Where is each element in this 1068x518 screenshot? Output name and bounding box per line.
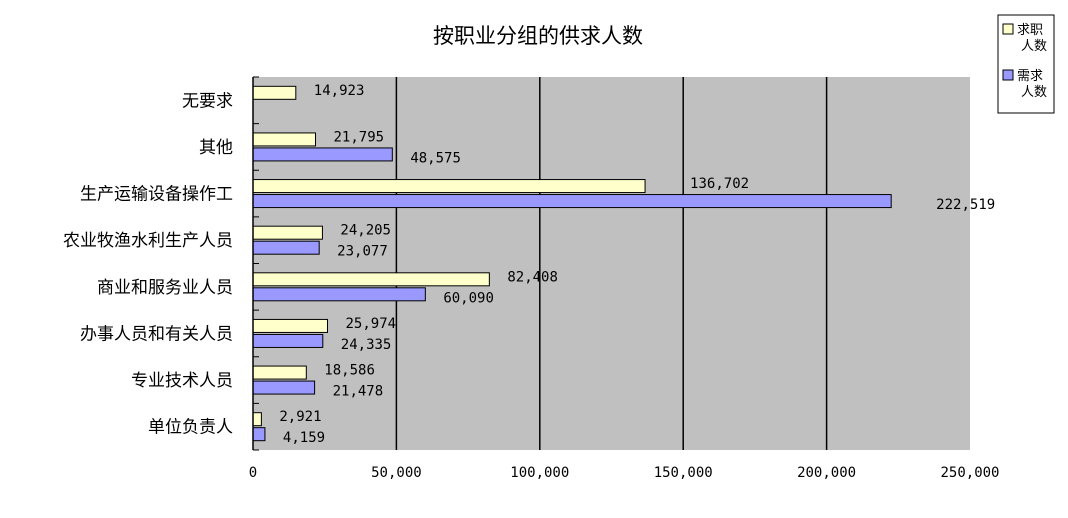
- category-label: 无要求: [182, 91, 233, 111]
- axes: 0 50,000 100,000 150,000 200,000 250,000 无要求其他…: [63, 76, 1000, 481]
- data-label: 14,923: [314, 83, 365, 99]
- data-labels: 14,923 21,795 136,702 24,205 82,408 25,974 18,…: [279, 83, 995, 446]
- category-label: 农业牧渔水利生产人员: [63, 231, 233, 251]
- legend-swatch: [1002, 69, 1014, 81]
- bar-demand: [252, 380, 316, 395]
- legend-label: 人数: [1021, 85, 1047, 100]
- legend-label: 求职: [1017, 23, 1043, 38]
- x-tick-label: 100,000: [510, 465, 569, 481]
- bar-job-seekers: [252, 365, 307, 380]
- data-label: 82,408: [507, 269, 558, 285]
- category-label: 其他: [199, 138, 233, 158]
- x-tick-label: 0: [249, 465, 257, 481]
- gridlines: [395, 77, 828, 450]
- data-label: 18,586: [324, 363, 375, 379]
- bar-demand: [252, 194, 892, 209]
- category-label: 单位负责人: [148, 418, 233, 438]
- bar-demand: [252, 240, 320, 255]
- data-label: 222,519: [936, 197, 995, 213]
- bar-job-seekers: [252, 179, 646, 194]
- data-label: 2,921: [279, 409, 321, 425]
- x-tick-label: 150,000: [654, 465, 713, 481]
- category-label: 生产运输设备操作工: [80, 185, 233, 205]
- data-label: 136,702: [690, 176, 749, 192]
- bar-job-seekers: [252, 225, 323, 240]
- legend-label: 人数: [1021, 39, 1047, 54]
- bar-job-seekers: [252, 132, 317, 147]
- data-label: 60,090: [443, 290, 494, 306]
- category-label: 专业技术人员: [131, 371, 233, 391]
- bar-job-seekers: [252, 85, 297, 100]
- legend-label: 需求: [1017, 69, 1043, 84]
- bar-job-seekers: [252, 272, 490, 287]
- data-label: 25,974: [345, 316, 396, 332]
- x-tick-label: 250,000: [940, 465, 999, 481]
- category-label: 商业和服务业人员: [97, 278, 233, 298]
- plot-area: [253, 77, 970, 450]
- bar-job-seekers: [252, 318, 328, 333]
- data-label: 4,159: [283, 430, 325, 446]
- chart-title: 按职业分组的供求人数: [433, 24, 643, 48]
- legend-swatch: [1002, 23, 1014, 35]
- category-label: 办事人员和有关人员: [80, 324, 233, 344]
- bar-demand: [252, 427, 266, 442]
- x-tick-label: 200,000: [797, 465, 856, 481]
- data-label: 48,575: [410, 150, 461, 166]
- bars: [252, 85, 892, 442]
- data-label: 23,077: [337, 244, 388, 260]
- bar-job-seekers: [252, 412, 262, 427]
- data-label: 21,478: [333, 384, 384, 400]
- x-tick-label: 50,000: [371, 465, 422, 481]
- data-label: 24,335: [341, 337, 392, 353]
- bar-demand: [252, 147, 393, 162]
- data-label: 24,205: [340, 223, 391, 239]
- bar-demand: [252, 287, 426, 302]
- bar-demand: [252, 333, 324, 348]
- data-label: 21,795: [334, 129, 385, 145]
